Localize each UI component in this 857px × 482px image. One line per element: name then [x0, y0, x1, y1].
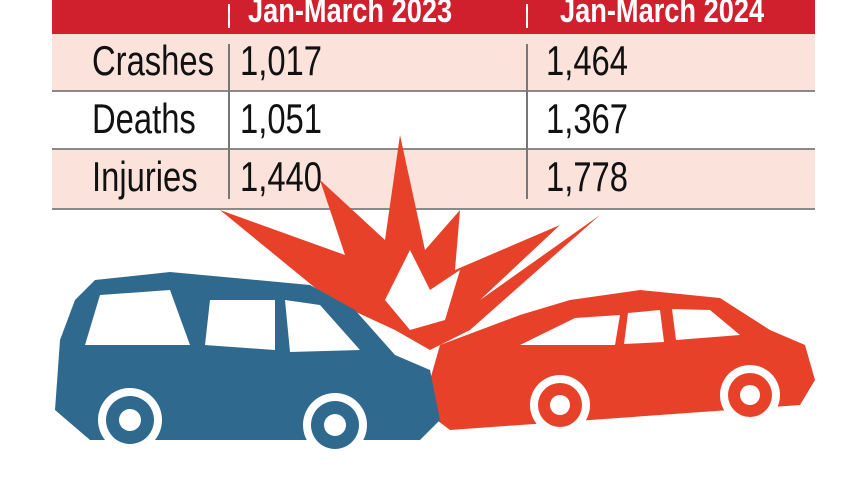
blue-car-icon: [55, 272, 440, 457]
column-header-2023: Jan-March 2023: [248, 0, 453, 30]
cell-value: 1,051: [240, 95, 322, 142]
table-row: Injuries 1,440 1,778: [52, 150, 815, 210]
table-row: Crashes 1,017 1,464: [52, 34, 815, 92]
explosion-icon: [220, 135, 600, 350]
red-car-icon: [430, 290, 815, 435]
column-divider: [526, 44, 528, 199]
cell-value: 1,440: [240, 153, 322, 200]
cell-value: 1,367: [546, 95, 628, 142]
row-label: Crashes: [92, 37, 214, 84]
cell-value: 1,464: [546, 37, 628, 84]
cell-value: 1,017: [240, 37, 322, 84]
table-header: Jan-March 2023 Jan-March 2024: [52, 0, 815, 34]
row-label: Injuries: [92, 153, 198, 200]
column-divider: [228, 44, 230, 199]
table-row: Deaths 1,051 1,367: [52, 92, 815, 150]
divider: [228, 4, 230, 28]
cell-value: 1,778: [546, 153, 628, 200]
column-header-2024: Jan-March 2024: [560, 0, 765, 30]
row-label: Deaths: [92, 95, 196, 142]
divider: [526, 4, 528, 28]
